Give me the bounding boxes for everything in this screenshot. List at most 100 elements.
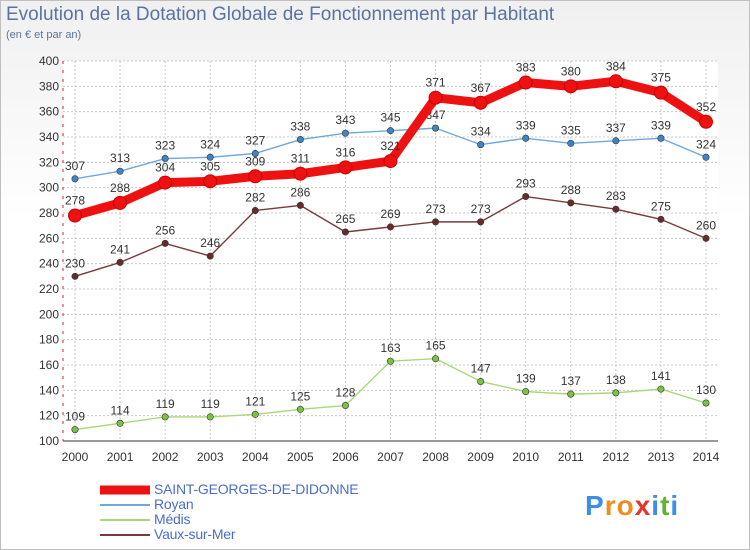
data-point	[522, 388, 530, 396]
data-point	[203, 174, 218, 189]
chart-subtitle: (en € et par an)	[6, 29, 82, 41]
data-point	[386, 357, 394, 365]
y-tick-label: 400	[39, 54, 59, 68]
data-label: 305	[200, 159, 220, 173]
brand-letter: t	[660, 490, 671, 521]
data-label: 130	[696, 383, 716, 397]
data-label: 313	[110, 151, 130, 165]
data-point	[612, 137, 620, 145]
data-label: 339	[651, 118, 671, 132]
legend-swatch-medis	[100, 519, 150, 521]
data-point	[386, 127, 394, 135]
data-point	[428, 90, 443, 105]
brand-letter: i	[651, 490, 661, 521]
data-label: 141	[651, 369, 671, 383]
x-tick-label: 2010	[512, 450, 539, 464]
data-point	[702, 234, 710, 242]
data-point	[116, 167, 124, 175]
data-point	[563, 79, 578, 94]
data-point	[206, 252, 214, 260]
y-tick-label: 340	[39, 130, 59, 144]
data-label: 339	[516, 118, 536, 132]
y-tick-label: 160	[39, 358, 59, 372]
data-label: 304	[155, 161, 175, 175]
y-tick-label: 240	[39, 257, 59, 271]
data-point	[567, 139, 575, 147]
y-tick-label: 120	[39, 409, 59, 423]
brand-letter: o	[616, 490, 635, 521]
data-label: 273	[471, 202, 491, 216]
x-tick-label: 2001	[107, 450, 134, 464]
data-point	[116, 258, 124, 266]
data-point	[383, 154, 398, 169]
brand-letter: x	[634, 490, 652, 521]
data-point	[116, 419, 124, 427]
data-point	[71, 175, 79, 183]
x-tick-label: 2006	[332, 450, 359, 464]
data-point	[206, 413, 214, 421]
data-point	[522, 193, 530, 201]
data-point	[386, 223, 394, 231]
data-point	[702, 153, 710, 161]
data-label: 269	[380, 207, 400, 221]
x-tick-label: 2009	[467, 450, 494, 464]
data-label: 367	[471, 81, 491, 95]
data-point	[296, 201, 304, 209]
data-label: 323	[155, 139, 175, 153]
data-label: 307	[65, 159, 85, 173]
data-label: 334	[471, 125, 491, 139]
data-point	[477, 218, 485, 226]
x-tick-label: 2011	[558, 450, 584, 464]
data-point	[251, 410, 259, 418]
y-tick-label: 280	[39, 206, 59, 220]
data-point	[206, 153, 214, 161]
data-label: 337	[606, 121, 626, 135]
data-point	[296, 405, 304, 413]
data-point	[341, 129, 349, 137]
data-point	[71, 426, 79, 434]
data-point	[657, 134, 665, 142]
data-point	[608, 74, 623, 89]
data-label: 324	[200, 137, 220, 151]
x-tick-label: 2002	[152, 450, 179, 464]
data-label: 241	[110, 242, 130, 256]
data-label: 327	[245, 133, 265, 147]
data-point	[477, 141, 485, 149]
data-point	[341, 228, 349, 236]
data-label: 352	[696, 100, 716, 114]
data-point	[161, 239, 169, 247]
data-label: 383	[516, 61, 536, 75]
data-point	[477, 377, 485, 385]
data-label: 371	[426, 76, 446, 90]
y-tick-label: 260	[39, 231, 59, 245]
data-point	[567, 199, 575, 207]
data-label: 119	[201, 397, 220, 411]
data-label: 275	[651, 199, 671, 213]
data-label: 380	[561, 64, 581, 78]
data-point	[702, 399, 710, 407]
data-point	[657, 215, 665, 223]
data-label: 384	[606, 59, 626, 73]
data-label: 138	[606, 373, 626, 387]
data-label: 246	[200, 236, 220, 250]
data-label: 286	[290, 185, 310, 199]
brand-letter: i	[670, 490, 680, 521]
brand-letter: r	[604, 490, 617, 521]
data-point	[432, 124, 440, 132]
data-label: 309	[245, 154, 265, 168]
x-tick-label: 2013	[648, 450, 675, 464]
data-label: 324	[696, 137, 716, 151]
data-label: 163	[380, 341, 400, 355]
legend-swatch-vaux-sur-mer	[100, 534, 150, 536]
data-label: 128	[335, 386, 355, 400]
data-label: 278	[65, 194, 85, 208]
data-label: 109	[65, 410, 85, 424]
legend-label-saint-georges: SAINT-GEORGES-DE-DIDONNE	[154, 481, 359, 497]
x-tick-label: 2004	[242, 450, 269, 464]
x-tick-label: 2008	[422, 450, 449, 464]
data-label: 343	[335, 113, 355, 127]
data-label: 165	[426, 339, 446, 353]
chart-title: Evolution de la Dotation Globale de Fonc…	[6, 4, 555, 25]
data-label: 139	[516, 372, 536, 386]
data-label: 119	[156, 397, 175, 411]
